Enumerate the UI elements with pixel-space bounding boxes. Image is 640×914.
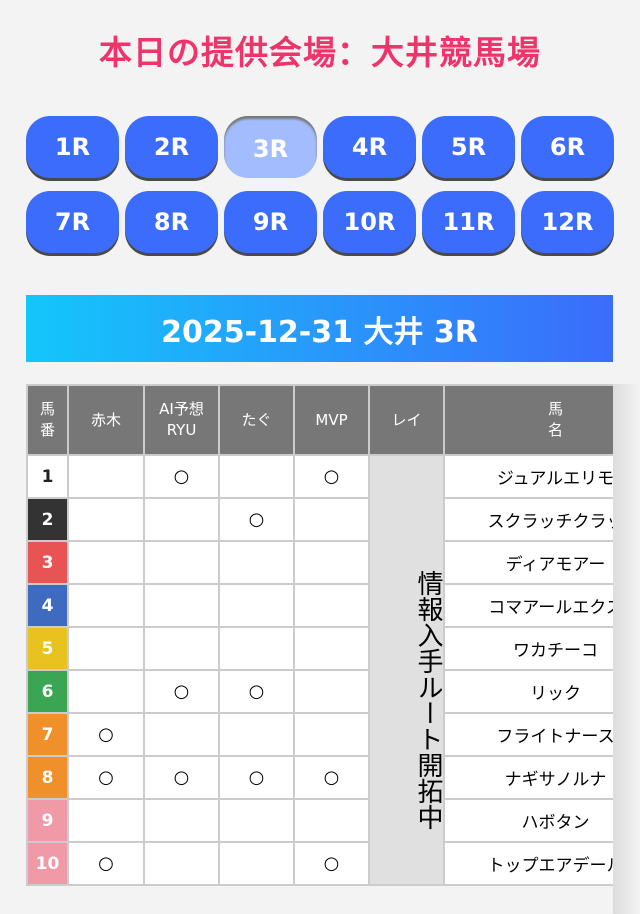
header-tagu: たぐ [218,384,295,456]
race-button-3R[interactable]: 3R [224,116,317,178]
mark-cell-mvp [293,583,370,628]
table-row: 9 ハボタン [26,798,613,843]
mark-cell-mvp [293,540,370,585]
table-row: 4 コマアールエクス [26,583,613,628]
mark-cell-ai-ryu [143,540,220,585]
mark-cell-akagi [67,626,145,671]
mark-cell-ai-ryu [143,841,220,886]
race-button-1R[interactable]: 1R [26,116,119,178]
horse-number: 9 [26,798,69,843]
header-ai-ryu: AI予想 RYU [143,384,220,456]
mark-cell-mvp: ○ [293,755,370,800]
horse-name: リック [443,669,613,714]
scroll-shadow [613,384,640,914]
prediction-table: 馬 番赤木 AI予想 RYU たぐ MVP レイ馬 名 1 ○ ○ 情報入手ルート開拓中 ジュア… [26,384,613,886]
horse-name: フライトナース [443,712,613,757]
mark-cell-ai-ryu: ○ [143,454,220,499]
race-selector: 1R 2R 3R 4R 5R 6R 7R 8R 9R 10R 11R 12R [26,116,616,253]
header-umaban: 馬 番 [26,384,69,456]
horse-name: ディアモアー [443,540,613,585]
mark-cell-mvp [293,712,370,757]
horse-name: スクラッチクラッ [443,497,613,542]
horse-number: 4 [26,583,69,628]
mark-cell-akagi [67,454,145,499]
page-title: 本日の提供会場：大井競馬場 [99,33,541,72]
mark-cell-mvp [293,669,370,714]
mark-cell-akagi: ○ [67,841,145,886]
mark-cell-mvp [293,626,370,671]
mark-cell-ai-ryu [143,626,220,671]
header-horse-name: 馬 名 [443,384,613,456]
horse-number: 10 [26,841,69,886]
mark-cell-tagu [218,798,295,843]
horse-number: 2 [26,497,69,542]
mark-cell-akagi: ○ [67,712,145,757]
mark-cell-tagu: ○ [218,755,295,800]
horse-number: 1 [26,454,69,499]
race-button-9R[interactable]: 9R [224,191,317,253]
mark-cell-ai-ryu: ○ [143,755,220,800]
mark-cell-tagu [218,454,295,499]
mark-cell-ai-ryu [143,583,220,628]
mark-cell-ai-ryu [143,497,220,542]
mark-cell-mvp: ○ [293,841,370,886]
race-button-2R[interactable]: 2R [125,116,218,178]
race-button-10R[interactable]: 10R [323,191,416,253]
header-mvp: MVP [293,384,370,456]
mark-cell-akagi [67,583,145,628]
mark-cell-akagi [67,540,145,585]
mark-cell-tagu [218,841,295,886]
horse-name: トップエアデール [443,841,613,886]
race-button-7R[interactable]: 7R [26,191,119,253]
mark-cell-tagu [218,626,295,671]
table-row: 2 ○ スクラッチクラッ [26,497,613,542]
mark-cell-akagi [67,497,145,542]
horse-number: 5 [26,626,69,671]
horse-number: 8 [26,755,69,800]
mark-cell-ai-ryu [143,798,220,843]
table-row: 6 ○ ○ リック [26,669,613,714]
mark-cell-tagu [218,712,295,757]
mark-cell-tagu: ○ [218,497,295,542]
mark-cell-tagu [218,583,295,628]
horse-name: ワカチーコ [443,626,613,671]
race-button-12R[interactable]: 12R [521,191,614,253]
mark-cell-mvp [293,497,370,542]
table-row: 3 ディアモアー [26,540,613,585]
horse-number: 7 [26,712,69,757]
race-button-8R[interactable]: 8R [125,191,218,253]
race-button-4R[interactable]: 4R [323,116,416,178]
mark-cell-tagu: ○ [218,669,295,714]
race-button-6R[interactable]: 6R [521,116,614,178]
mark-cell-akagi [67,669,145,714]
table-row: 5 ワカチーコ [26,626,613,671]
table-row: 7 ○ フライトナース [26,712,613,757]
mark-cell-mvp [293,798,370,843]
mark-cell-ai-ryu [143,712,220,757]
race-button-11R[interactable]: 11R [422,191,515,253]
prediction-table-container[interactable]: 馬 番赤木 AI予想 RYU たぐ MVP レイ馬 名 1 ○ ○ 情報入手ルート開拓中 ジュア… [26,384,613,900]
mark-cell-ai-ryu: ○ [143,669,220,714]
table-row: 10 ○ ○ トップエアデール [26,841,613,886]
header-rei: レイ [368,384,445,456]
mark-cell-mvp: ○ [293,454,370,499]
mark-cell-tagu [218,540,295,585]
horse-name: コマアールエクス [443,583,613,628]
mark-cell-akagi: ○ [67,755,145,800]
rei-note: 情報入手ルート開拓中 [368,454,445,886]
horse-number: 6 [26,669,69,714]
horse-name: ジュアルエリモ [443,454,613,499]
table-row: 1 ○ ○ 情報入手ルート開拓中 ジュアルエリモ [26,454,613,886]
horse-number: 3 [26,540,69,585]
header-akagi: 赤木 [67,384,145,456]
horse-name: ナギサノルナ [443,755,613,800]
race-button-5R[interactable]: 5R [422,116,515,178]
table-row: 8 ○ ○ ○ ○ ナギサノルナ [26,755,613,800]
horse-name: ハボタン [443,798,613,843]
mark-cell-akagi [67,798,145,843]
race-banner: 2025-12-31 大井 3R [26,295,613,362]
